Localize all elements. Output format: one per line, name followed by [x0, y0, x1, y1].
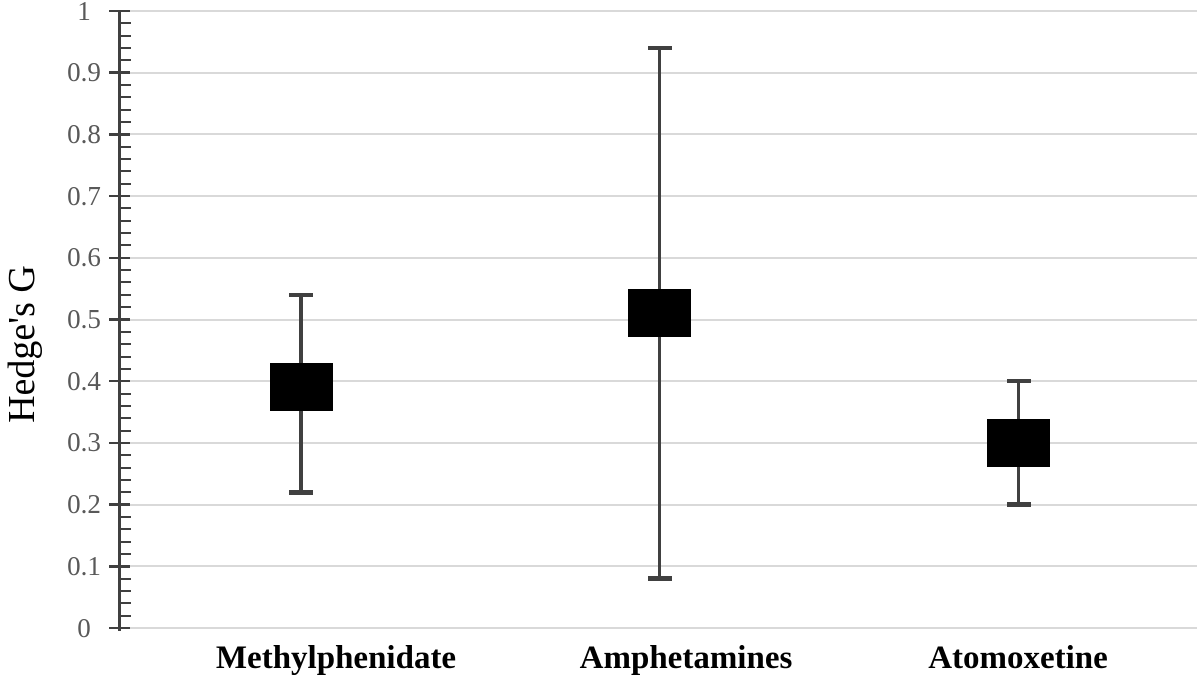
- y-axis-tick-label: 0.8: [67, 118, 101, 149]
- y-axis-minor-tick: [119, 84, 131, 87]
- y-axis-tick-label: 0.6: [67, 242, 101, 273]
- y-axis-tick-label: 0.5: [67, 304, 101, 334]
- y-axis-minor-tick: [119, 614, 131, 617]
- y-axis-tick-label: 0.4: [67, 365, 101, 396]
- data-marker-amphetamines: [628, 289, 691, 338]
- y-axis-minor-tick: [119, 244, 131, 247]
- y-axis-minor-tick: [119, 528, 131, 531]
- y-axis-minor-tick: [119, 59, 131, 62]
- y-axis-minor-tick: [119, 577, 131, 580]
- y-axis-minor-tick: [119, 207, 131, 210]
- y-axis-minor-tick: [119, 96, 131, 99]
- error-bar-cap-lower: [289, 490, 313, 495]
- y-axis-minor-tick: [119, 170, 131, 173]
- y-axis-minor-tick: [119, 454, 131, 457]
- y-axis-tick-label: 0.3: [67, 427, 101, 458]
- y-axis-minor-tick: [119, 602, 131, 605]
- y-axis-minor-tick: [119, 269, 131, 272]
- y-axis-minor-tick: [119, 515, 131, 518]
- y-axis-minor-tick: [119, 466, 131, 469]
- error-bar-cap-lower: [647, 576, 672, 581]
- error-bar-cap-upper: [1006, 378, 1031, 384]
- y-axis-minor-tick: [119, 491, 131, 494]
- y-axis-tick-label: 0.9: [67, 57, 101, 88]
- data-marker-atomoxetine: [987, 418, 1050, 467]
- y-axis-title: Hedge's G: [1, 265, 43, 423]
- y-gridline: [121, 10, 1197, 12]
- y-axis-minor-tick: [119, 22, 131, 25]
- error-bar-cap-upper: [289, 292, 313, 298]
- y-axis-minor-tick: [119, 232, 131, 235]
- x-category-label-amphetamines: Amphetamines: [579, 640, 793, 676]
- y-axis-minor-tick: [119, 404, 131, 407]
- y-axis-minor-tick: [119, 306, 131, 309]
- y-gridline: [121, 627, 1197, 629]
- y-axis-minor-tick: [119, 355, 131, 358]
- y-axis-minor-tick: [119, 219, 131, 222]
- y-axis-minor-tick: [119, 108, 131, 111]
- y-axis-minor-tick: [119, 182, 131, 185]
- data-marker-methylphenidate: [269, 363, 333, 412]
- y-axis-minor-tick: [119, 158, 131, 161]
- x-category-label-methylphenidate: Methylphenidate: [215, 640, 457, 676]
- y-axis-tick-label: 0.1: [67, 550, 101, 581]
- y-axis-tick-label: 0: [77, 612, 91, 643]
- y-axis-minor-tick: [119, 367, 131, 370]
- y-axis-minor-tick: [119, 330, 131, 333]
- y-axis-minor-tick: [119, 47, 131, 50]
- y-axis-tick-label: 1: [77, 0, 91, 26]
- y-axis-minor-tick: [119, 34, 131, 37]
- y-axis-minor-tick: [119, 281, 131, 284]
- y-axis-minor-tick: [119, 145, 131, 148]
- y-axis-minor-tick: [119, 293, 131, 296]
- error-bar-cap-lower: [1006, 502, 1031, 507]
- y-axis-minor-tick: [119, 417, 131, 420]
- y-axis-minor-tick: [119, 478, 131, 481]
- y-axis-minor-tick: [119, 552, 131, 555]
- y-axis-minor-tick: [119, 121, 131, 124]
- y-axis-tick-label: 0.2: [67, 489, 101, 520]
- y-axis-minor-tick: [119, 429, 131, 432]
- y-axis-line: [118, 9, 121, 631]
- y-axis-minor-tick: [119, 589, 131, 592]
- y-axis-minor-tick: [119, 540, 131, 543]
- y-axis-minor-tick: [119, 392, 131, 395]
- y-axis-minor-tick: [119, 343, 131, 346]
- y-axis-tick-label: 0.7: [67, 180, 101, 211]
- error-bar-cap-upper: [647, 45, 672, 51]
- x-category-label-atomoxetine: Atomoxetine: [928, 640, 1108, 676]
